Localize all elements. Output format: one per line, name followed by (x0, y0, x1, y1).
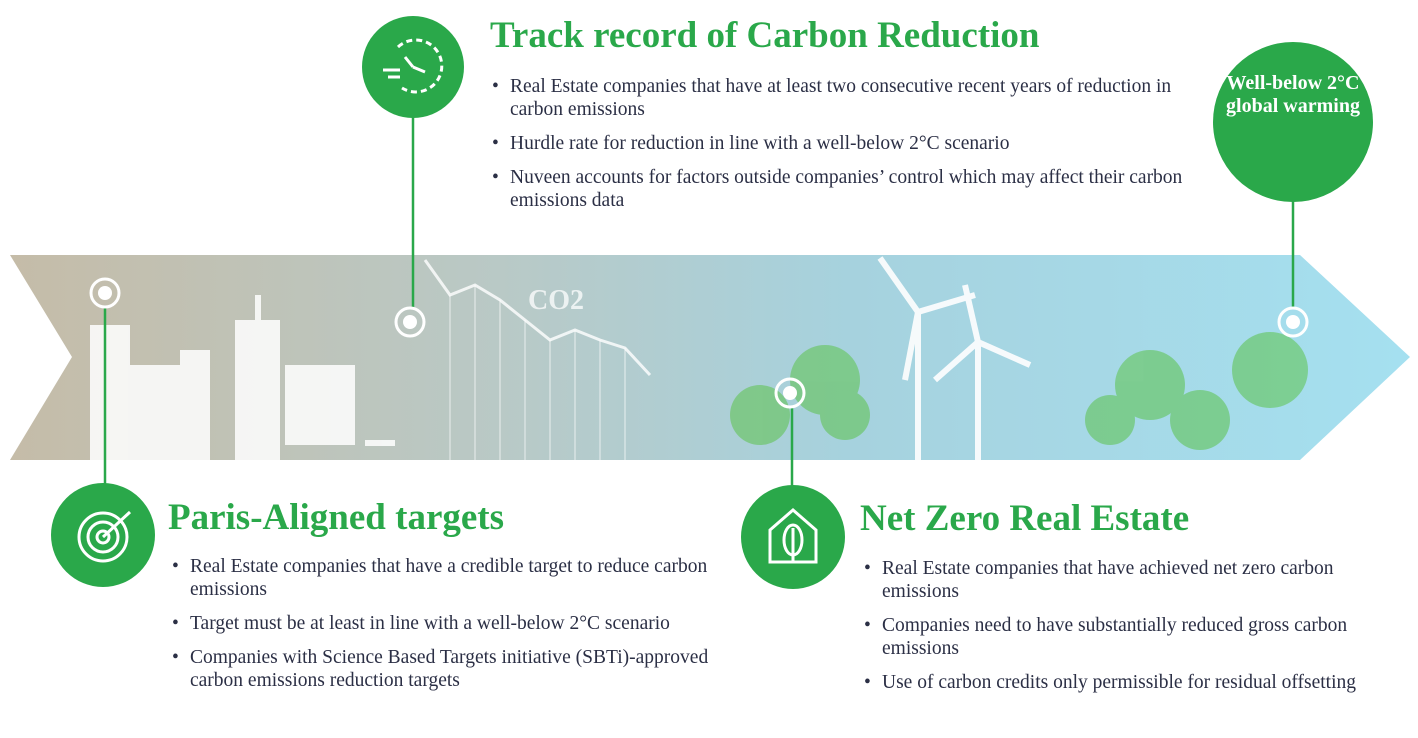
bullet: Real Estate companies that have achieved… (862, 557, 1402, 603)
bullet: Nuveen accounts for factors outside comp… (490, 166, 1190, 212)
bullet-list: Real Estate companies that have achieved… (862, 557, 1402, 705)
bullet: Real Estate companies that have a credib… (170, 555, 730, 601)
goal-label: Well-below 2°C global warming (1223, 72, 1363, 118)
bullet: Hurdle rate for reduction in line with a… (490, 132, 1190, 155)
bullet-list: Real Estate companies that have a credib… (170, 555, 730, 703)
page: CO2 Well-below 2°C global warming Track … (0, 0, 1418, 738)
bullet: Companies with Science Based Targets ini… (170, 646, 730, 692)
bullet: Companies need to have substantially red… (862, 614, 1402, 660)
bullet: Real Estate companies that have at least… (490, 75, 1190, 121)
bullet: Use of carbon credits only permissible f… (862, 671, 1402, 694)
co2-label: CO2 (528, 285, 584, 317)
section-title: Net Zero Real Estate (860, 497, 1189, 540)
bullet-list: Real Estate companies that have at least… (490, 75, 1190, 223)
bullet: Target must be at least in line with a w… (170, 612, 730, 635)
section-title: Track record of Carbon Reduction (490, 14, 1039, 57)
section-title: Paris-Aligned targets (168, 496, 504, 539)
